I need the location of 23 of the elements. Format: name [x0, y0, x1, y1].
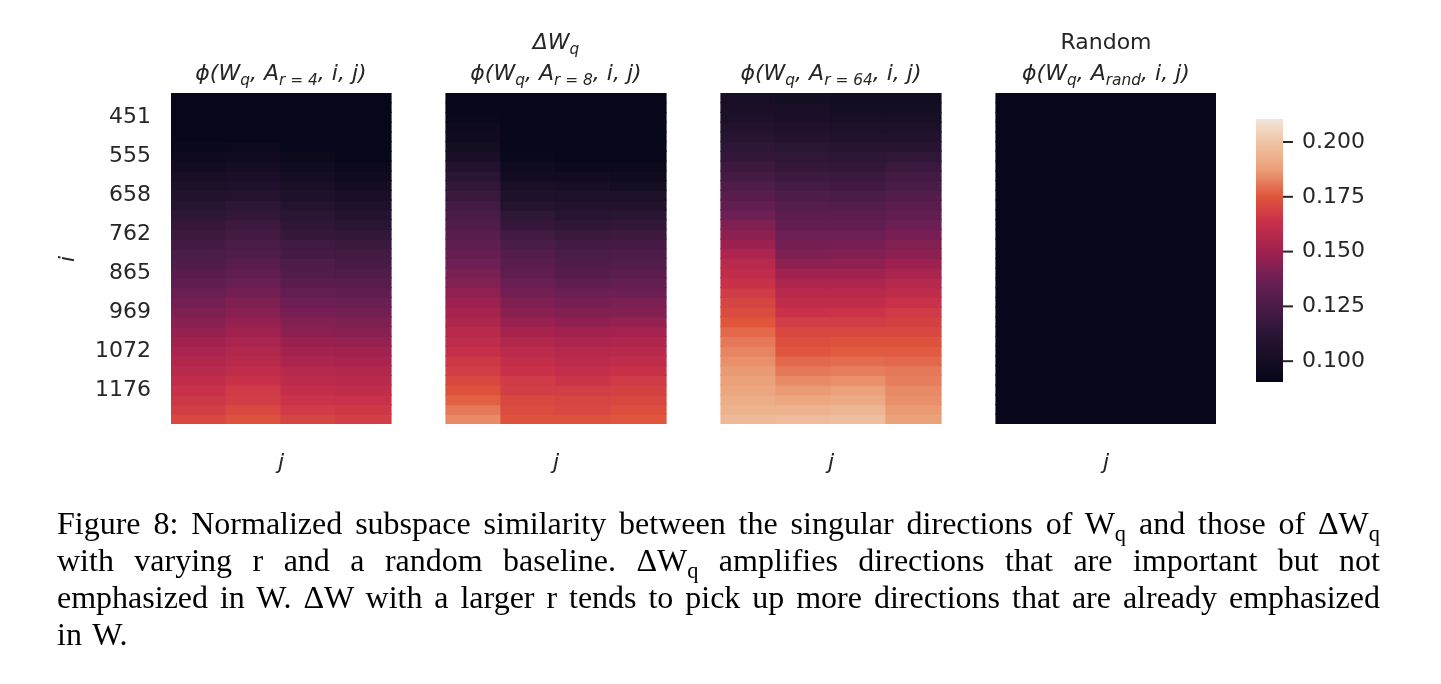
y-tick-label: 1072	[95, 336, 151, 362]
color-bar-label: 0.100	[1302, 346, 1365, 372]
color-bar-label: 0.175	[1302, 182, 1365, 208]
y-axis-title: i	[54, 254, 80, 264]
color-bar-label: 0.200	[1302, 127, 1365, 153]
text: ϕ(W$_{q}$, A$_{r = 4}$, i, j)	[194, 59, 368, 89]
text: j	[1099, 449, 1111, 476]
text: Figure 8: Normalized subspace similarity between the singular directions of W$_{q}$ and those of ΔW$_{q}$ with varying r and a random baseline. ΔW$_{q}$ amplifies directions that are important but not emphasized in W. ΔW with a larger r tends to pick up more directions that are already emphasized in W.	[57, 505, 1381, 652]
text: Random ϕ(W$_{q}$, A$_{rand}$, i, j)	[1021, 28, 1191, 89]
text: ϕ(W$_{q}$, A$_{r = 64}$, i, j)	[739, 59, 923, 89]
text: j	[274, 449, 286, 476]
y-tick-label: 865	[109, 258, 151, 284]
y-tick-label: 451	[109, 103, 151, 129]
color-bar-label: 0.150	[1302, 237, 1365, 263]
y-tick-label: 658	[109, 180, 151, 206]
y-tick-label: 1176	[95, 375, 151, 401]
text: j	[549, 449, 561, 476]
y-tick-label: 762	[109, 219, 151, 245]
y-tick-label: 555	[109, 142, 151, 167]
text: ΔW$_{q}$ ϕ(W$_{q}$, A$_{r = 8}$, i, j)	[470, 29, 642, 89]
text: j	[824, 449, 836, 476]
color-bar-label: 0.125	[1302, 292, 1365, 318]
y-tick-label: 969	[109, 297, 151, 323]
